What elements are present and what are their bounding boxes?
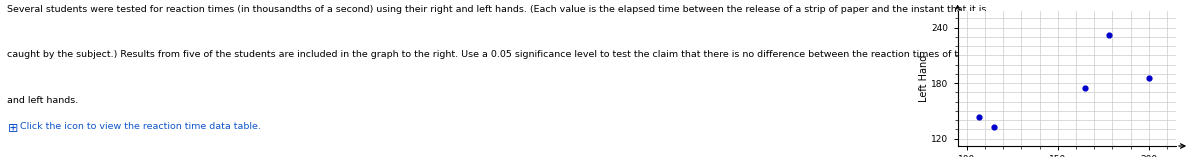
Text: ⊞: ⊞ (7, 122, 18, 135)
Point (1139, 76, 1158, 79)
Point (1099, 34, 1118, 36)
Point (984, 125, 1003, 128)
Point (1075, 87, 1094, 89)
Y-axis label: Left Hand: Left Hand (918, 55, 929, 102)
Text: and left hands.: and left hands. (7, 96, 79, 105)
Text: Click the icon to view the reaction time data table.: Click the icon to view the reaction time… (19, 122, 260, 131)
Text: Several students were tested for reaction times (in thousandths of a second) usi: Several students were tested for reactio… (7, 5, 986, 14)
Point (970, 116, 989, 119)
Text: caught by the subject.) Results from five of the students are included in the gr: caught by the subject.) Results from fiv… (7, 50, 996, 59)
